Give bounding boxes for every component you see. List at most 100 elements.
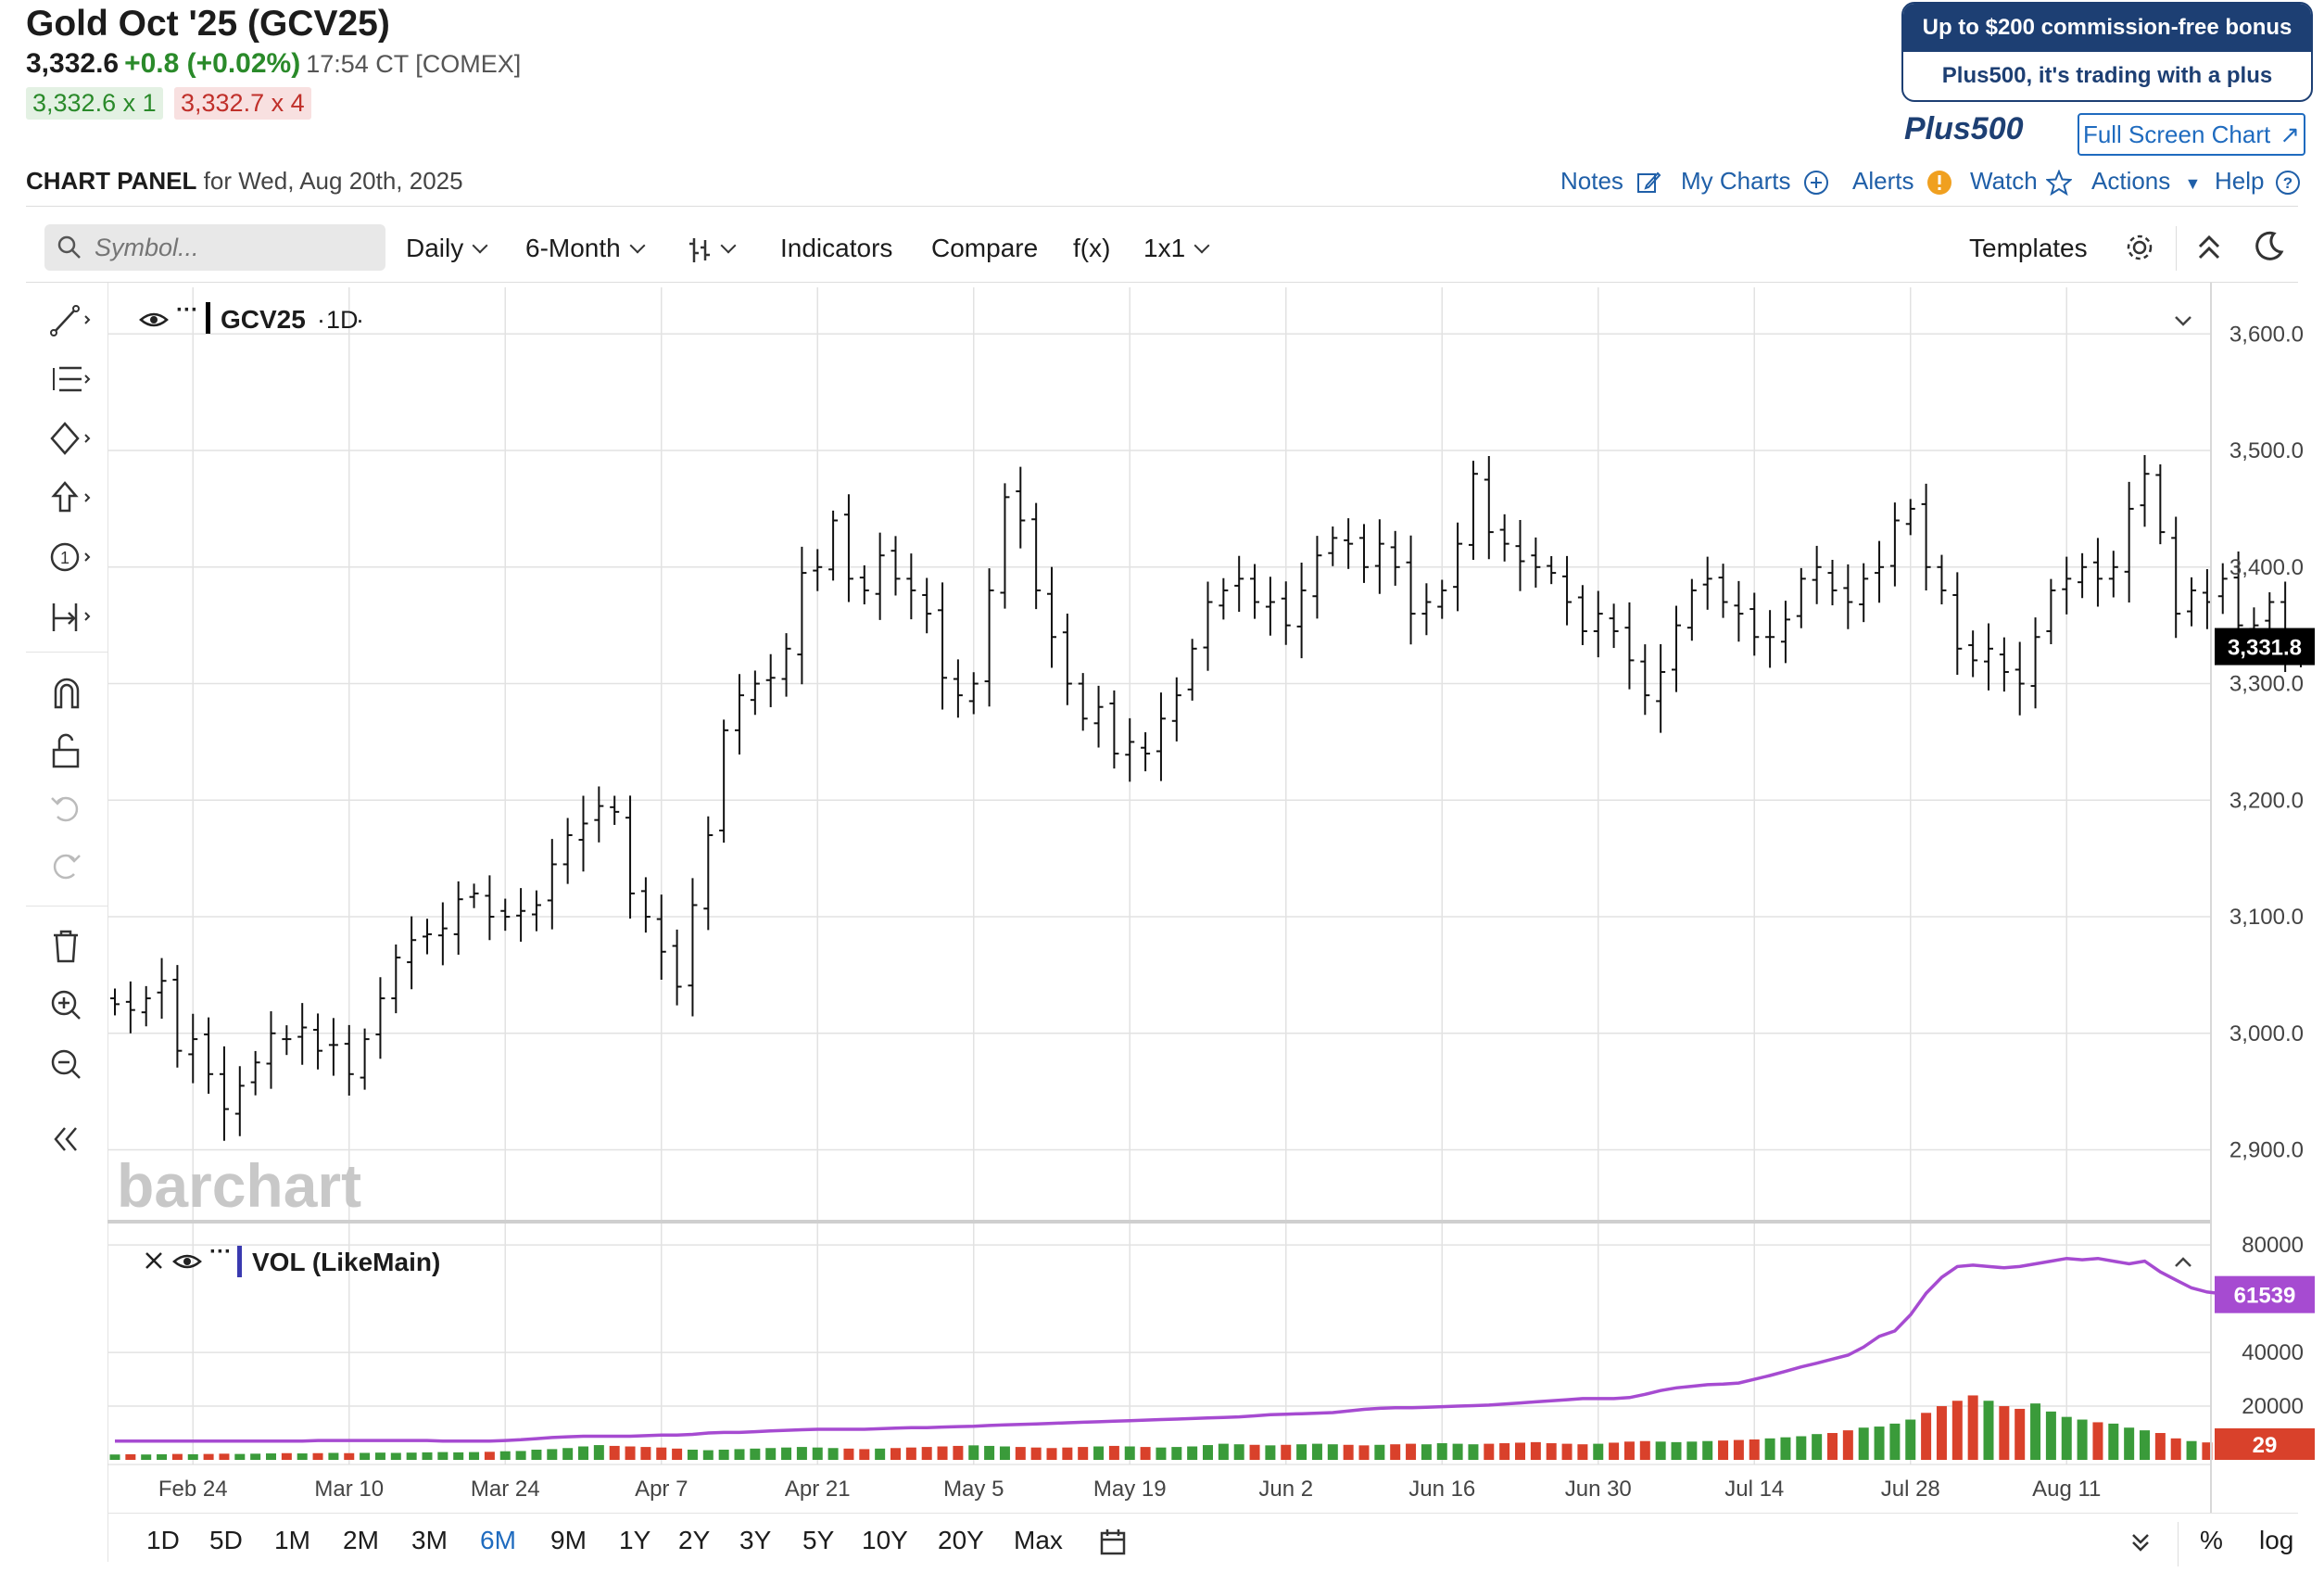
more-options-icon: ··· [209,1239,232,1264]
range-button-2y[interactable]: 2Y [678,1526,711,1554]
range-button-1m[interactable]: 1M [274,1526,310,1554]
period-dropdown[interactable]: 6-Month [525,234,646,263]
range-button-1y[interactable]: 1Y [619,1526,651,1554]
notes-link[interactable]: Notes [1560,167,1661,196]
range-button-6m[interactable]: 6M [480,1526,516,1554]
volume-bar [1358,1445,1370,1460]
date-tick-label: Feb 24 [158,1477,228,1502]
settings-gear-icon[interactable] [2124,232,2155,263]
volume-bar [937,1446,948,1460]
unlock-icon[interactable] [48,733,93,770]
log-scale-button[interactable]: log [2259,1526,2294,1554]
volume-bar [1921,1413,1932,1460]
search-icon [57,235,81,259]
volume-bar [1858,1427,1869,1460]
range-button-5y[interactable]: 5Y [802,1526,835,1554]
volume-bar [1764,1438,1775,1460]
redo-icon[interactable] [48,848,93,885]
alerts-link[interactable]: Alerts [1852,167,1952,196]
arrow-tool-icon[interactable] [48,479,93,516]
barchart-watermark: barchart [117,1151,361,1220]
percent-scale-button[interactable]: % [2200,1526,2223,1554]
range-button-20y[interactable]: 20Y [938,1526,984,1554]
volume-bar [1140,1447,1151,1460]
zoom-in-icon[interactable] [48,987,93,1024]
range-button-1d[interactable]: 1D [146,1526,180,1554]
zoom-out-icon[interactable] [48,1046,93,1084]
volume-bar [2140,1430,2150,1460]
symbol-search[interactable] [44,224,385,271]
date-tick-label: Mar 24 [471,1477,540,1502]
dark-mode-moon-icon[interactable] [2252,230,2285,263]
actions-menu[interactable]: Actions ▼ [2091,167,2201,196]
toolbar-divider [2176,226,2177,271]
svg-text:3,331.8: 3,331.8 [2228,636,2302,661]
calendar-icon[interactable] [1099,1528,1127,1557]
date-tick-label: May 19 [1093,1477,1167,1502]
measure-tool-icon[interactable] [48,598,93,635]
volume-bar [1078,1447,1089,1460]
shape-tool-icon[interactable] [48,420,93,457]
volume-bar [266,1453,276,1460]
collapse-up-icon[interactable] [2194,232,2224,263]
fibonacci-tool-icon[interactable] [48,361,93,398]
volume-bar [827,1448,839,1460]
study-label: VOL (LikeMain) [252,1248,440,1276]
volume-bar [1623,1441,1635,1460]
trend-line-tool-icon[interactable] [48,301,93,338]
volume-bar [562,1448,574,1460]
range-button-2m[interactable]: 2M [343,1526,379,1554]
volume-bar [422,1452,433,1460]
symbol-input[interactable] [93,233,374,263]
annotation-tool-icon[interactable]: 1 [48,539,93,576]
plus500-logo[interactable]: Plus500 [1904,111,2024,146]
help-link[interactable]: Help ? [2215,167,2301,196]
chart-type-dropdown[interactable] [688,234,737,264]
ohlc-bars [110,454,2305,1141]
range-button-10y[interactable]: 10Y [862,1526,908,1554]
volume-bar [609,1445,620,1460]
undo-icon[interactable] [48,791,93,828]
range-button-3y[interactable]: 3Y [739,1526,772,1554]
study-color-swatch [237,1246,242,1277]
full-screen-chart-button[interactable]: Full Screen Chart ↗ [2078,113,2305,156]
bar-chart-type-icon [689,237,710,262]
volume-bar [1374,1444,1385,1460]
range-button-max[interactable]: Max [1014,1526,1063,1554]
range-bar-divider [107,1513,2298,1514]
volume-bar [328,1452,339,1460]
compare-button[interactable]: Compare [931,234,1039,262]
interval-dropdown[interactable]: Daily [406,234,488,263]
date-tick-label: Apr 21 [785,1477,851,1502]
collapse-left-icon[interactable] [48,1121,93,1158]
function-button[interactable]: f(x) [1073,234,1111,262]
price-change: +0.8 (+0.02%) [124,48,301,79]
watch-link[interactable]: Watch [1970,167,2072,197]
volume-bar [312,1452,323,1460]
range-button-9m[interactable]: 9M [550,1526,587,1554]
indicators-button[interactable]: Indicators [780,234,893,262]
volume-bar [656,1447,667,1460]
range-button-3m[interactable]: 3M [411,1526,448,1554]
promo-banner[interactable]: Up to $200 commission-free bonus Plus500… [1901,2,2313,102]
volume-bar [281,1452,292,1460]
watch-label: Watch [1970,167,2038,195]
magnet-icon[interactable] [48,674,93,711]
volume-bar [1561,1443,1572,1460]
date-axis: Feb 24 Mar 10 Mar 24 Apr 7 Apr 21 May 5 May 19… [158,1477,2102,1502]
volume-bar [125,1453,136,1460]
volume-bar [515,1451,526,1460]
range-button-5d[interactable]: 5D [209,1526,243,1554]
volume-bar [141,1454,152,1460]
volume-bar [469,1452,480,1460]
double-chevron-down-icon[interactable] [2128,1529,2153,1555]
layout-dropdown[interactable]: 1x1 [1143,234,1210,263]
price-tick-label: 3,200.0 [2229,788,2304,813]
my-charts-link[interactable]: My Charts [1681,167,1829,196]
volume-bar [1249,1444,1260,1460]
volume-bar [1671,1441,1682,1460]
trash-icon[interactable] [48,928,93,965]
price-chart[interactable]: barchart 2,900.0 3,000.0 3,100.0 3,200.0 3,3… [0,0,2324,1513]
price-tick-label: 2,900.0 [2229,1138,2304,1163]
templates-button[interactable]: Templates [1969,234,2088,262]
